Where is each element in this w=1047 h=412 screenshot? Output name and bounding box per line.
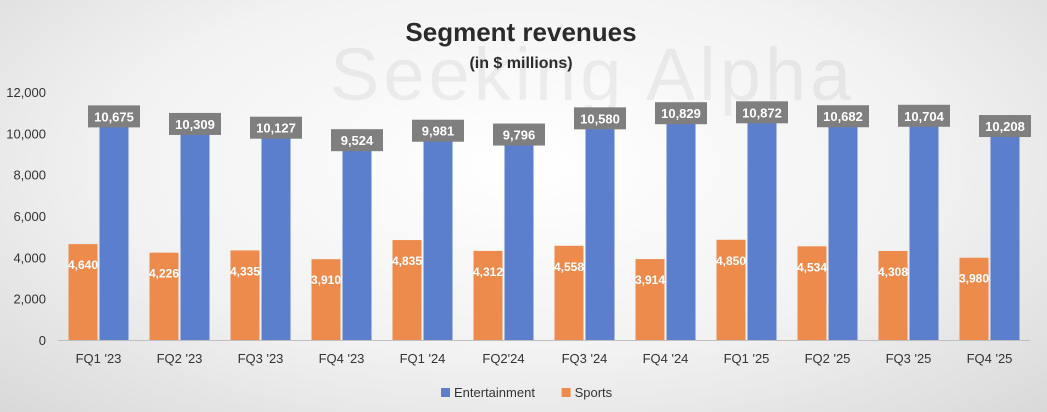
y-tick-label: 2,000 [13, 292, 46, 307]
x-category-label: FQ3 '25 [886, 351, 932, 366]
bars-group: 4,640 10,675 4,226 10,309 4,335 10,127 3,910 9,… [68, 101, 1031, 341]
legend-swatch [561, 388, 571, 397]
data-label-sports: 4,640 [68, 258, 98, 272]
data-label-box [331, 129, 383, 152]
data-label-entertainment: 10,309 [175, 117, 215, 132]
data-label-entertainment: 10,829 [661, 106, 701, 121]
y-tick-label: 4,000 [13, 250, 46, 265]
data-label-sports: 3,910 [311, 273, 341, 287]
x-category-label: FQ3 '23 [238, 351, 284, 366]
data-label-entertainment: 9,796 [503, 128, 536, 143]
x-category-label: FQ1 '23 [76, 351, 122, 366]
data-label-sports: 4,558 [554, 260, 584, 274]
bar-sports [716, 239, 746, 340]
data-label-entertainment: 10,704 [904, 109, 945, 124]
data-label-sports: 4,850 [716, 254, 746, 268]
x-category-label: FQ1 '25 [724, 351, 770, 366]
data-label-entertainment: 10,208 [985, 119, 1025, 134]
x-category-label: FQ4 '23 [319, 351, 365, 366]
x-category-label: FQ1 '24 [400, 351, 446, 366]
bar-sports [959, 257, 989, 340]
data-label-box [736, 101, 788, 124]
bar-entertainment [909, 118, 939, 340]
data-label-box [817, 105, 869, 128]
y-tick-label: 6,000 [13, 209, 46, 224]
bar-entertainment [828, 119, 858, 340]
bar-entertainment [99, 119, 129, 340]
bar-sports [392, 240, 422, 340]
x-category-label: FQ3 '24 [562, 351, 608, 366]
x-category-label: FQ2 '23 [157, 351, 203, 366]
data-label-sports: 4,534 [797, 260, 827, 274]
data-label-sports: 4,312 [473, 265, 503, 279]
data-label-entertainment: 10,127 [256, 121, 296, 136]
x-category-label: FQ2'24 [482, 351, 524, 366]
bar-sports [797, 246, 827, 340]
data-label-box [655, 102, 707, 125]
data-label-sports: 3,914 [635, 273, 665, 287]
data-label-box [898, 104, 950, 127]
y-axis: 0 2,000 4,000 6,000 8,000 10,000 12,000 [6, 85, 46, 348]
bar-sports [554, 245, 584, 340]
y-tick-label: 10,000 [6, 126, 46, 141]
data-label-entertainment: 10,682 [823, 109, 863, 124]
bar-sports [68, 244, 98, 340]
y-tick-label: 12,000 [6, 85, 46, 100]
legend-label: Entertainment [454, 385, 535, 400]
data-label-sports: 4,335 [230, 264, 260, 278]
x-axis: FQ1 '23 FQ2 '23 FQ3 '23 FQ4 '23 FQ1 '24 FQ2'2… [58, 340, 1030, 366]
legend-label: Sports [575, 385, 613, 400]
data-label-entertainment: 9,981 [422, 124, 455, 139]
bar-sports [230, 250, 260, 340]
data-label-box [574, 107, 626, 130]
bar-entertainment [585, 121, 615, 340]
bar-entertainment [504, 137, 534, 340]
chart-subtitle: (in $ millions) [469, 55, 572, 72]
data-label-box [979, 115, 1031, 138]
bar-entertainment [180, 126, 210, 341]
bar-sports [311, 259, 341, 340]
bar-entertainment [423, 133, 453, 340]
y-tick-label: 0 [39, 333, 46, 348]
legend: Entertainment Sports [441, 385, 613, 400]
data-label-box [493, 123, 545, 146]
data-label-sports: 3,980 [959, 272, 989, 286]
bar-sports [473, 250, 503, 340]
bar-entertainment [990, 129, 1020, 340]
bar-entertainment [342, 143, 372, 340]
x-category-label: FQ2 '25 [805, 351, 851, 366]
bar-entertainment [666, 116, 696, 340]
legend-swatch [441, 388, 450, 397]
data-label-box [169, 112, 221, 135]
data-label-box [250, 116, 302, 139]
bar-sports [635, 259, 665, 340]
chart-title: Segment revenues [405, 17, 636, 47]
x-category-label: FQ4 '25 [967, 351, 1013, 366]
data-label-entertainment: 9,524 [341, 133, 374, 148]
data-label-entertainment: 10,580 [580, 111, 620, 126]
data-label-entertainment: 10,675 [94, 109, 134, 124]
y-tick-label: 8,000 [13, 168, 46, 183]
x-category-label: FQ4 '24 [643, 351, 689, 366]
bar-entertainment [261, 130, 291, 340]
bar-sports [878, 250, 908, 340]
bar-sports [149, 252, 179, 340]
data-label-sports: 4,835 [392, 254, 422, 268]
data-label-entertainment: 10,872 [742, 105, 782, 120]
data-label-sports: 4,308 [878, 265, 908, 279]
bar-entertainment [747, 115, 777, 340]
data-label-box [88, 105, 140, 128]
data-label-sports: 4,226 [149, 267, 179, 281]
data-label-box [412, 119, 464, 142]
